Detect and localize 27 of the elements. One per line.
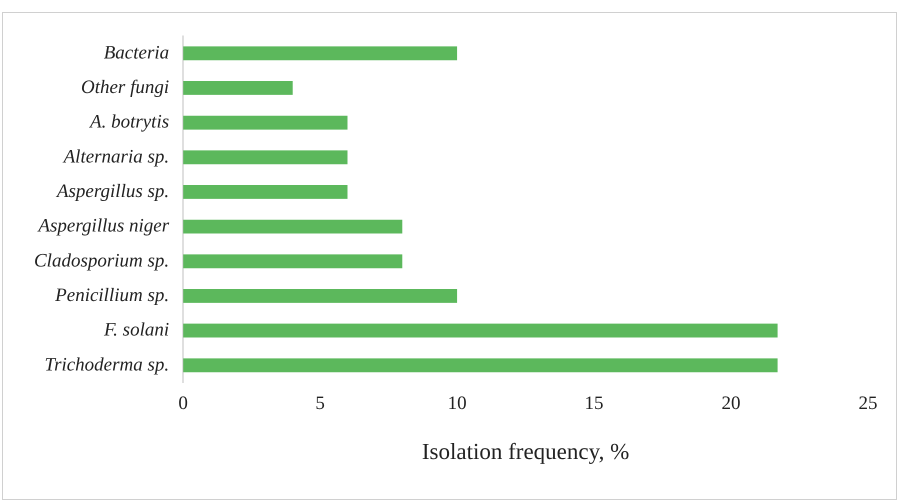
x-tick-label: 0 bbox=[178, 392, 188, 414]
x-tick-label: 5 bbox=[315, 392, 325, 414]
y-tick-label: F. solani bbox=[103, 320, 170, 341]
y-tick-label: Bacteria bbox=[104, 42, 170, 64]
y-tick-label: Other fungi bbox=[80, 76, 170, 98]
bar bbox=[183, 220, 402, 234]
y-tick-label: Aspergillus sp. bbox=[54, 180, 170, 202]
bar bbox=[183, 358, 778, 372]
y-tick-label: Alternaria sp. bbox=[62, 146, 170, 168]
bar bbox=[183, 289, 458, 303]
bar bbox=[183, 185, 348, 199]
x-axis-title: Isolation frequency, % bbox=[422, 439, 630, 464]
x-tick-label: 20 bbox=[722, 392, 741, 414]
bar bbox=[183, 324, 778, 338]
y-tick-label: A. botrytis bbox=[88, 112, 170, 133]
x-tick-label: 10 bbox=[448, 392, 467, 414]
bar bbox=[183, 81, 293, 95]
bar bbox=[183, 150, 348, 164]
x-tick-label: 25 bbox=[858, 392, 878, 414]
y-tick-label: Penicillium sp. bbox=[54, 284, 170, 306]
y-tick-label: Aspergillus niger bbox=[36, 216, 170, 237]
x-tick-label: 15 bbox=[584, 392, 604, 414]
y-tick-label: Cladosporium sp. bbox=[34, 250, 170, 272]
y-tick-label: Trichoderma sp. bbox=[44, 354, 170, 376]
bar bbox=[183, 116, 348, 130]
bar bbox=[183, 254, 402, 268]
bar bbox=[183, 46, 458, 60]
